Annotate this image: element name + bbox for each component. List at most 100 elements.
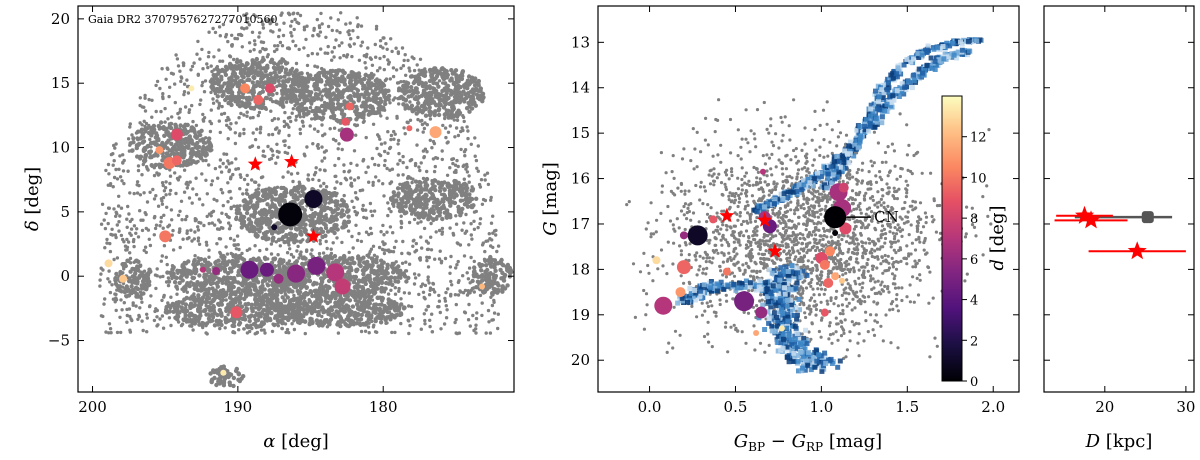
sky-field-star bbox=[336, 147, 340, 151]
sky-field-star bbox=[449, 279, 453, 284]
sky-field-star bbox=[115, 177, 120, 181]
sky-field-star bbox=[437, 305, 441, 309]
sky-footprint-star bbox=[285, 281, 290, 286]
sky-field-star bbox=[453, 163, 458, 167]
sky-field-star bbox=[492, 300, 496, 304]
sky-field-star bbox=[112, 207, 116, 211]
sky-footprint-star bbox=[332, 254, 338, 259]
sky-field-star bbox=[399, 66, 403, 71]
sky-field-star bbox=[490, 318, 494, 322]
sky-field-star bbox=[444, 135, 448, 140]
sky-field-star bbox=[136, 164, 141, 168]
sky-field-star bbox=[169, 295, 173, 299]
sky-footprint-star bbox=[364, 104, 369, 109]
sky-field-star bbox=[284, 330, 288, 335]
sky-footprint-star bbox=[270, 282, 275, 288]
sky-footprint-star bbox=[304, 285, 309, 290]
sky-field-star bbox=[155, 79, 160, 84]
sky-field-star bbox=[297, 47, 301, 52]
sky-footprint-star bbox=[375, 273, 380, 278]
sky-footprint-star bbox=[342, 265, 348, 270]
sky-field-star bbox=[222, 152, 226, 156]
sky-footprint-star bbox=[273, 288, 279, 294]
sky-field-star bbox=[225, 252, 230, 256]
sky-field-star bbox=[256, 113, 260, 118]
sky-footprint-star bbox=[280, 91, 285, 97]
sky-field-star bbox=[370, 63, 375, 67]
sky-field-star bbox=[176, 64, 181, 68]
sky-field-star bbox=[305, 248, 309, 252]
sky-footprint-star bbox=[279, 285, 284, 290]
sky-field-star bbox=[473, 154, 477, 158]
sky-field-star bbox=[247, 41, 252, 45]
sky-field-star bbox=[112, 175, 117, 180]
sky-footprint-star bbox=[241, 219, 247, 224]
sky-field-star bbox=[462, 221, 466, 225]
sky-footprint-star bbox=[184, 283, 189, 288]
sky-field-star bbox=[276, 155, 280, 159]
sky-field-star bbox=[207, 255, 211, 259]
sky-field-star bbox=[122, 301, 127, 305]
sky-footprint-star bbox=[386, 297, 391, 302]
sky-footprint-star bbox=[203, 292, 209, 297]
sky-field-star bbox=[399, 225, 403, 230]
sky-footprint-star bbox=[215, 94, 220, 99]
sky-field-star bbox=[322, 181, 326, 186]
sky-field-star bbox=[211, 97, 215, 101]
sky-footprint-star bbox=[244, 285, 250, 290]
sky-footprint-star bbox=[364, 265, 370, 271]
sky-footprint-star bbox=[281, 264, 287, 269]
sky-footprint-star bbox=[191, 275, 196, 281]
sky-footprint-star bbox=[265, 283, 271, 288]
sky-field-star bbox=[451, 231, 455, 236]
sky-field-star bbox=[463, 288, 468, 293]
sky-field-star bbox=[399, 219, 403, 224]
sky-footprint-star bbox=[282, 298, 288, 304]
sky-field-star bbox=[125, 245, 130, 249]
sky-field-star bbox=[324, 185, 329, 189]
sky-field-star bbox=[125, 313, 129, 318]
sky-field-star bbox=[238, 133, 242, 138]
sky-footprint-star bbox=[248, 291, 253, 296]
sky-footprint-star bbox=[293, 310, 298, 315]
sky-field-star bbox=[234, 247, 239, 251]
sky-field-star bbox=[140, 173, 144, 177]
sky-field-star bbox=[407, 262, 412, 266]
sky-field-star bbox=[476, 144, 480, 148]
sky-field-star bbox=[301, 124, 306, 128]
sky-field-star bbox=[310, 117, 314, 121]
sky-field-star bbox=[354, 213, 359, 217]
sky-footprint-star bbox=[233, 300, 238, 305]
sky-field-star bbox=[323, 132, 327, 136]
sky-field-star bbox=[397, 289, 401, 293]
sky-field-star bbox=[342, 193, 346, 198]
sky-footprint-star bbox=[264, 64, 270, 70]
sky-footprint-star bbox=[197, 299, 203, 305]
sky-footprint-star bbox=[198, 309, 203, 315]
sky-footprint-star bbox=[260, 57, 266, 63]
sky-footprint-star bbox=[360, 268, 366, 273]
sky-field-star bbox=[110, 227, 114, 231]
sky-footprint-star bbox=[328, 308, 333, 313]
sky-footprint-star bbox=[198, 257, 204, 262]
sky-footprint-star bbox=[311, 221, 316, 226]
sky-field-star bbox=[440, 149, 444, 153]
sky-field-star bbox=[104, 211, 108, 216]
sky-field-star bbox=[496, 244, 501, 248]
sky-field-star bbox=[143, 211, 147, 215]
sky-field-star bbox=[228, 177, 233, 181]
sky-footprint-star bbox=[231, 291, 237, 296]
sky-field-star bbox=[417, 165, 421, 169]
sky-field-star bbox=[292, 327, 297, 332]
sky-field-star bbox=[115, 223, 120, 227]
sky-footprint-star bbox=[320, 115, 326, 121]
sky-field-star bbox=[142, 191, 146, 195]
sky-field-star bbox=[177, 230, 181, 234]
sky-field-star bbox=[422, 295, 426, 300]
sky-field-star bbox=[149, 294, 153, 298]
sky-footprint-star bbox=[350, 319, 355, 324]
sky-field-star bbox=[417, 292, 421, 297]
sky-field-star bbox=[385, 47, 389, 51]
sky-field-star bbox=[240, 251, 244, 256]
sky-footprint-star bbox=[361, 271, 366, 277]
